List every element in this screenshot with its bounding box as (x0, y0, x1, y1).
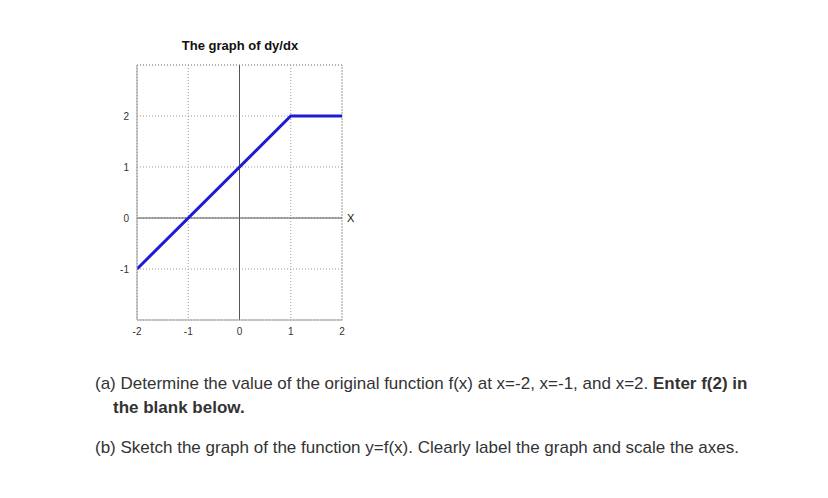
svg-text:0: 0 (123, 213, 129, 224)
svg-text:-1: -1 (120, 264, 129, 275)
svg-text:-1: -1 (184, 326, 193, 337)
svg-text:1: 1 (123, 162, 129, 173)
svg-text:2: 2 (339, 326, 345, 337)
html-text:(a) Determine the value of the: (a) Determine the value of the original … (95, 374, 748, 417)
svg-text:1: 1 (288, 326, 294, 337)
html-text:The graph of dy/dx: The graph of dy/dx (181, 38, 299, 53)
svg-text:-2: -2 (133, 326, 142, 337)
svg-text:2: 2 (123, 111, 129, 122)
svg-text:0: 0 (237, 326, 243, 337)
svg-text:X: X (347, 212, 355, 224)
html-text:(b) Sketch the graph of the fu: (b) Sketch the graph of the function y=f… (95, 438, 739, 457)
